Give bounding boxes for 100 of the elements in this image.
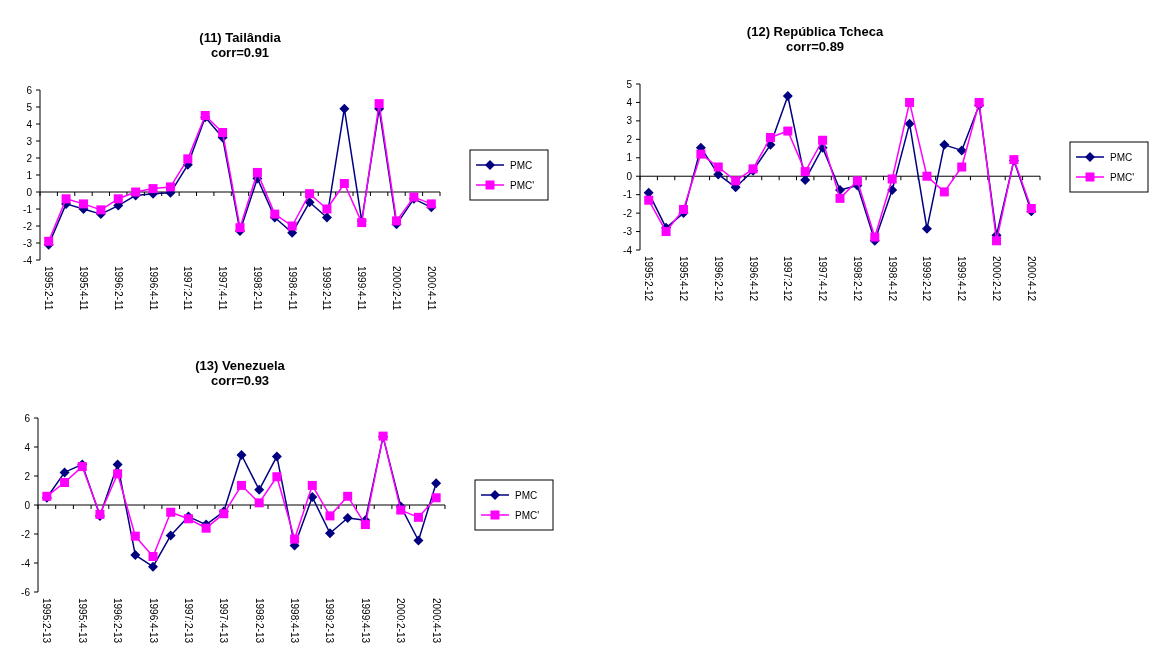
x-tick-label: 1998:2-11 [251, 266, 263, 311]
point [201, 523, 211, 533]
point [165, 530, 176, 541]
point [713, 162, 723, 172]
point [112, 459, 123, 470]
point [235, 223, 245, 233]
point [939, 139, 950, 150]
point [254, 484, 265, 495]
point [974, 97, 984, 107]
point [765, 132, 775, 142]
point [252, 167, 262, 177]
chart-title: (11) Tailândia [199, 30, 282, 45]
point [661, 227, 671, 237]
point [324, 528, 335, 539]
y-tick-label: -1 [623, 189, 633, 201]
point [852, 176, 862, 186]
point [287, 221, 297, 231]
y-tick-label: 0 [26, 186, 33, 198]
point [957, 162, 967, 172]
point [165, 182, 175, 192]
x-tick-label: 1995:4-11 [77, 266, 89, 311]
y-tick-label: 6 [26, 84, 33, 96]
point [342, 513, 353, 524]
x-tick-label: 1997:4-13 [218, 598, 230, 644]
x-tick-label: 1998:2-12 [851, 256, 863, 302]
point [307, 480, 317, 490]
y-tick-label: -4 [23, 254, 33, 266]
point [44, 236, 54, 246]
point [887, 174, 897, 184]
x-tick-label: 1998:2-13 [253, 598, 265, 644]
y-tick-label: 2 [26, 152, 33, 164]
y-tick-label: -3 [623, 226, 633, 238]
x-tick-label: 1997:2-13 [182, 598, 194, 644]
point [374, 99, 384, 109]
point [818, 135, 828, 145]
y-tick-label: 0 [626, 170, 633, 182]
y-tick-label: -2 [21, 528, 31, 540]
point [321, 212, 332, 223]
x-tick-label: 1996:2-12 [712, 256, 724, 302]
point [148, 184, 158, 194]
x-tick-label: 1995:2-11 [43, 266, 55, 311]
y-tick-label: 1 [26, 169, 33, 181]
point [921, 223, 932, 234]
x-tick-label: 1999:4-13 [359, 598, 371, 644]
x-tick-label: 2000:4-11 [425, 266, 437, 311]
point [392, 216, 402, 226]
point [800, 167, 810, 177]
x-tick-label: 1997:2-12 [782, 256, 794, 302]
point [678, 204, 688, 214]
chart-subtitle: corr=0.93 [210, 373, 270, 388]
point [130, 550, 141, 561]
legend-label: PMC' [515, 510, 540, 521]
point [956, 145, 967, 156]
point [148, 551, 158, 561]
x-tick-label: 2000:2-13 [395, 598, 407, 644]
y-tick-label: 3 [626, 115, 633, 127]
point [905, 97, 915, 107]
x-tick-label: 1997:2-11 [182, 266, 194, 311]
point [236, 449, 247, 460]
point [783, 126, 793, 136]
point [360, 520, 370, 530]
x-tick-label: 1996:4-11 [147, 266, 159, 311]
y-tick-label: -3 [23, 237, 33, 249]
point [96, 205, 106, 215]
x-tick-label: 1995:2-12 [643, 256, 655, 302]
point [325, 511, 335, 521]
point [992, 236, 1002, 246]
point [254, 498, 264, 508]
x-tick-label: 1998:4-11 [286, 266, 298, 311]
point [131, 187, 141, 197]
x-tick-label: 1999:2-11 [321, 266, 333, 311]
point [272, 472, 282, 482]
y-tick-label: -1 [23, 203, 33, 215]
legend-label: PMC' [1110, 172, 1135, 183]
chart-subtitle: corr=0.91 [210, 45, 270, 60]
x-tick-label: 2000:2-12 [991, 256, 1003, 302]
x-tick-label: 1999:4-12 [956, 256, 968, 302]
point [696, 149, 706, 159]
point [183, 154, 193, 164]
point [1026, 204, 1036, 213]
y-tick-label: 5 [26, 101, 33, 113]
y-tick-label: 4 [626, 96, 633, 108]
point [870, 232, 880, 242]
x-tick-label: 1996:2-11 [112, 266, 124, 311]
chart-title: (13) Venezuela [195, 358, 286, 373]
legend-label: PMC [515, 490, 538, 501]
x-tick-label: 2000:4-12 [1025, 256, 1037, 302]
point [343, 491, 353, 501]
point [904, 118, 915, 129]
y-tick-label: 4 [26, 118, 33, 130]
chart-subtitle: corr=0.89 [785, 39, 845, 54]
x-tick-label: 1995:4-13 [76, 598, 88, 644]
point [61, 194, 71, 204]
point [218, 128, 228, 137]
x-tick-label: 1999:4-11 [356, 266, 368, 311]
y-tick-label: 0 [24, 499, 31, 511]
x-tick-label: 2000:2-11 [391, 266, 403, 311]
point [322, 204, 332, 214]
point [413, 512, 423, 522]
point [339, 179, 349, 188]
